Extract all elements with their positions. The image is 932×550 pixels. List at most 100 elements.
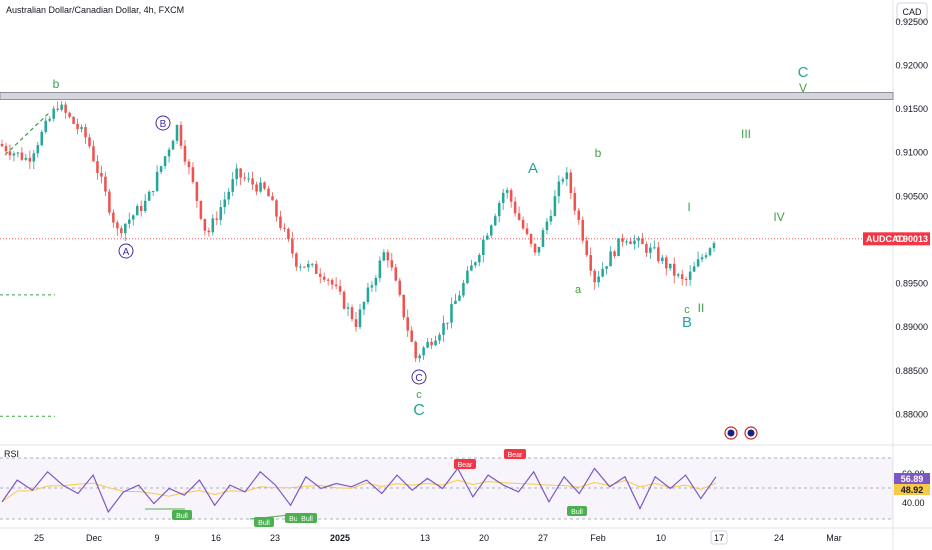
circled-label-ring-c [411,369,427,385]
candle-body [211,218,215,233]
candle-body [645,244,648,253]
candle-body [322,276,326,280]
candle-body [283,227,286,229]
candle-body [426,341,429,348]
candle-body [438,334,441,341]
candle-body [478,255,481,263]
time-label: Feb [590,533,606,543]
rsi-value: 56.89 [901,474,924,484]
candle-body [310,263,314,265]
candle-body [8,151,12,156]
current-price-value: 0.90013 [895,234,928,244]
rsi-ma-value: 48.92 [901,485,924,495]
wave-label-IV: IV [773,210,784,224]
candle-body [167,149,171,157]
rsi-title: RSI [4,449,19,459]
candle-body [657,247,660,262]
rsi-badge-bg [254,517,274,527]
candle-body [430,341,433,346]
candle-body [521,219,525,229]
candle-body [108,191,111,213]
candle-body [36,145,40,154]
candle-body [44,120,48,132]
rsi-ma-value-box [894,484,930,495]
time-label: 13 [420,533,430,543]
candle-body [414,341,417,359]
price-axis-tick: 0.91000 [895,148,928,158]
candle-body [346,307,350,309]
price-axis-tick: 0.92000 [895,60,928,70]
candle-body [537,246,541,253]
candle-body [489,225,493,236]
rsi-badge-text: Bear [508,452,523,459]
candle-body [374,277,378,286]
currency-box[interactable] [896,2,928,22]
wave-label-b-2: b [595,146,602,160]
price-axis-tick: 0.91500 [895,104,928,114]
time-label: Dec [86,533,103,543]
candle-body [362,302,366,310]
candle-body [187,161,191,168]
candle-body [20,152,24,160]
candle-body [434,340,437,346]
economic-event-flags[interactable] [724,426,758,440]
candle-body [541,230,545,247]
candle-body [406,317,409,331]
candle-body [342,291,346,309]
chart-title: Australian Dollar/Canadian Dollar, 4h, F… [6,5,184,15]
candlestick-series [0,100,716,363]
time-label: 23 [270,533,280,543]
candle-body [207,230,211,233]
candle-body [617,238,620,257]
rsi-axis-tick: 40.00 [902,498,925,508]
candle-body [287,228,290,240]
candle-body [334,284,338,287]
candle-body [649,247,652,253]
candle-body [366,287,370,303]
time-axis[interactable]: 25 Dec 9 16 23 2025 13 20 27 Feb 10 17 2… [34,530,842,545]
candle-body [470,265,473,271]
rsi-badge-text: Bull [258,520,270,527]
candle-body [60,104,63,110]
candle-body [569,172,573,194]
candle-body [704,255,708,258]
candle-body [183,145,187,162]
candle-body [191,167,195,183]
candle-body [533,243,537,253]
candle-body [239,168,242,178]
candle-body [314,263,318,274]
resistance-zone[interactable] [0,92,894,100]
candle-body [597,276,600,283]
event-flag-dot [727,429,735,437]
wave-label-I: I [687,200,690,214]
candle-body [565,172,569,180]
candle-body [637,238,640,241]
candle-body [601,268,604,277]
candle-body [104,176,107,192]
candle-body [48,118,51,121]
wave-label-B-teal: B [682,314,692,331]
current-price-box [863,232,930,246]
candle-body [271,196,274,201]
candle-body [28,157,32,162]
rsi-badge-bg [567,506,587,516]
candle-body [16,152,20,154]
candle-body [275,200,278,217]
candle-body [64,104,67,113]
rsi-badge-text: Bull [571,509,583,516]
candle-body [561,179,565,182]
candle-body [68,112,71,117]
candle-body [410,330,413,342]
candle-body [163,156,167,167]
wave-label-III: III [741,127,751,141]
candle-body [255,184,258,192]
candle-body [577,210,581,220]
candle-body [326,279,330,281]
candle-body [155,171,159,191]
candle-body [497,202,501,217]
candle-body [629,241,632,245]
candle-body [553,196,557,216]
wave-label-circled-b: B [160,119,167,130]
currency-label: CAD [902,7,922,17]
candle-body [72,116,75,124]
